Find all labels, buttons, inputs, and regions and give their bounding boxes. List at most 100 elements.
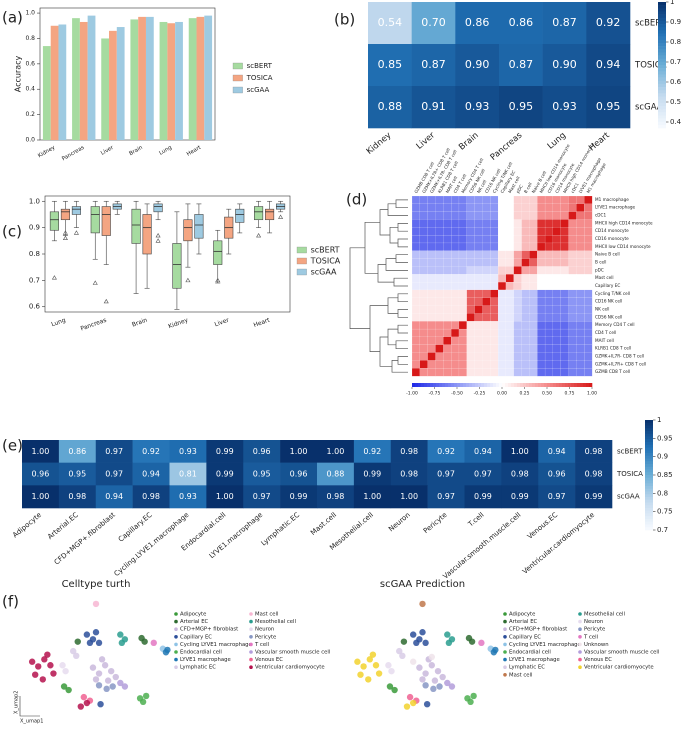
heatmap-cell (576, 305, 585, 314)
heatmap-cell (544, 289, 554, 299)
heatmap-cell (560, 235, 569, 244)
heatmap-cell (419, 305, 428, 314)
heatmap-cell (552, 211, 561, 220)
colorbar-tick-label: 1.00 (587, 391, 597, 397)
heatmap-cell (482, 344, 491, 353)
heatmap-cell (466, 258, 475, 267)
heatmap-cell (443, 203, 452, 212)
chart-title: scGAA Prediction (380, 579, 465, 590)
bar (109, 30, 117, 140)
colorbar-step (589, 383, 593, 387)
colorbar-step (556, 383, 560, 387)
heatmap-cell (419, 328, 428, 338)
heatmap-cell (482, 250, 491, 259)
colorbar-step (658, 68, 666, 72)
point (386, 683, 394, 690)
heatmap-cell (419, 352, 428, 361)
cell-label: 0.94 (105, 492, 123, 501)
cell-label: 0.98 (142, 492, 160, 501)
heatmap-cell (529, 328, 538, 338)
heatmap-cell (466, 297, 475, 306)
colorbar-step (658, 124, 666, 129)
heatmap-cell (537, 321, 546, 330)
heatmap-cell (544, 344, 554, 353)
colorbar-step (487, 383, 491, 387)
colorbar-step (658, 42, 666, 47)
colorbar-step (658, 36, 666, 41)
colorbar-step (463, 383, 467, 387)
heatmap-cell (537, 297, 546, 306)
legend-swatch (232, 74, 243, 82)
heatmap-cell (575, 485, 613, 509)
point (139, 698, 147, 706)
heatmap-cell (529, 211, 538, 220)
heatmap-cell (451, 297, 460, 306)
box (71, 206, 81, 215)
heatmap-cell (490, 321, 499, 330)
flier (92, 280, 98, 285)
x-tick-label: Liver (214, 317, 231, 329)
y-axis-label: Accuracy (14, 55, 23, 92)
point (117, 679, 124, 687)
heatmap-cell (498, 360, 507, 369)
legend-label: Mesothelial cell (255, 619, 296, 625)
heatmap-cell (584, 203, 593, 212)
heatmap-cell (419, 235, 428, 244)
heatmap-cell (435, 195, 444, 205)
colorbar-step (645, 453, 653, 457)
colorbar-step (571, 383, 575, 387)
cell-label: 0.91 (421, 100, 446, 113)
heatmap-cell (498, 297, 507, 306)
legend-label: Lymphatic EC (509, 665, 545, 671)
colorbar-tick-label: -0.50 (451, 391, 463, 397)
heatmap-cell (537, 274, 546, 283)
heatmap-cell (482, 368, 491, 377)
heatmap-cell (576, 344, 585, 353)
legend-marker (503, 612, 507, 616)
heatmap-cell (419, 203, 428, 212)
heatmap-cell (95, 462, 133, 486)
heatmap-cell (466, 313, 475, 322)
dendrogram (349, 199, 408, 373)
heatmap-cell (568, 235, 577, 244)
heatmap-cell (169, 485, 207, 509)
heatmap-cell (411, 297, 421, 306)
heatmap-cell (521, 266, 530, 275)
legend-marker (503, 657, 507, 662)
heatmap-cell (505, 211, 515, 220)
heatmap-cell (451, 313, 460, 322)
heatmap-cell (419, 266, 428, 275)
bar (116, 27, 125, 141)
heatmap-cell (490, 336, 499, 345)
heatmap-cell (576, 250, 585, 259)
colorbar-step (523, 383, 527, 387)
heatmap-cell (521, 211, 530, 220)
heatmap-cell (552, 368, 561, 377)
colorbar-step (645, 491, 653, 495)
heatmap-cell (474, 313, 483, 322)
row-label: cDC1 (595, 213, 606, 218)
heatmap-cell (576, 227, 585, 236)
cell-label: 1.00 (363, 492, 381, 501)
heatmap-cell (560, 368, 569, 377)
heatmap-cell (206, 485, 244, 509)
heatmap-cell (521, 235, 530, 244)
heatmap-cell (529, 289, 538, 299)
heatmap-cell (466, 352, 475, 361)
colorbar-step (658, 80, 666, 85)
heatmap-cell (505, 282, 515, 291)
heatmap-cell (474, 282, 483, 291)
heatmap-cell (501, 485, 539, 509)
colorbar-step (532, 383, 536, 387)
heatmap-cell (411, 360, 421, 369)
cell-label: 0.95 (596, 100, 621, 113)
heatmap-cell (411, 44, 456, 87)
heatmap-cell (474, 360, 483, 369)
heatmap-cell (576, 266, 585, 275)
colorbar-step (445, 383, 449, 387)
heatmap-cell (560, 211, 569, 220)
cell-label: 1.00 (290, 447, 308, 456)
heatmap-cell (490, 360, 499, 369)
heatmap-cell (513, 274, 522, 283)
point (86, 639, 94, 647)
